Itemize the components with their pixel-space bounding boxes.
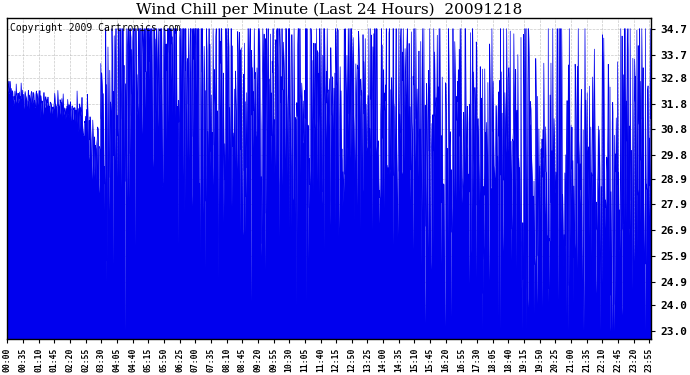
Title: Wind Chill per Minute (Last 24 Hours)  20091218: Wind Chill per Minute (Last 24 Hours) 20… [136,3,522,17]
Text: Copyright 2009 Cartronics.com: Copyright 2009 Cartronics.com [10,23,181,33]
